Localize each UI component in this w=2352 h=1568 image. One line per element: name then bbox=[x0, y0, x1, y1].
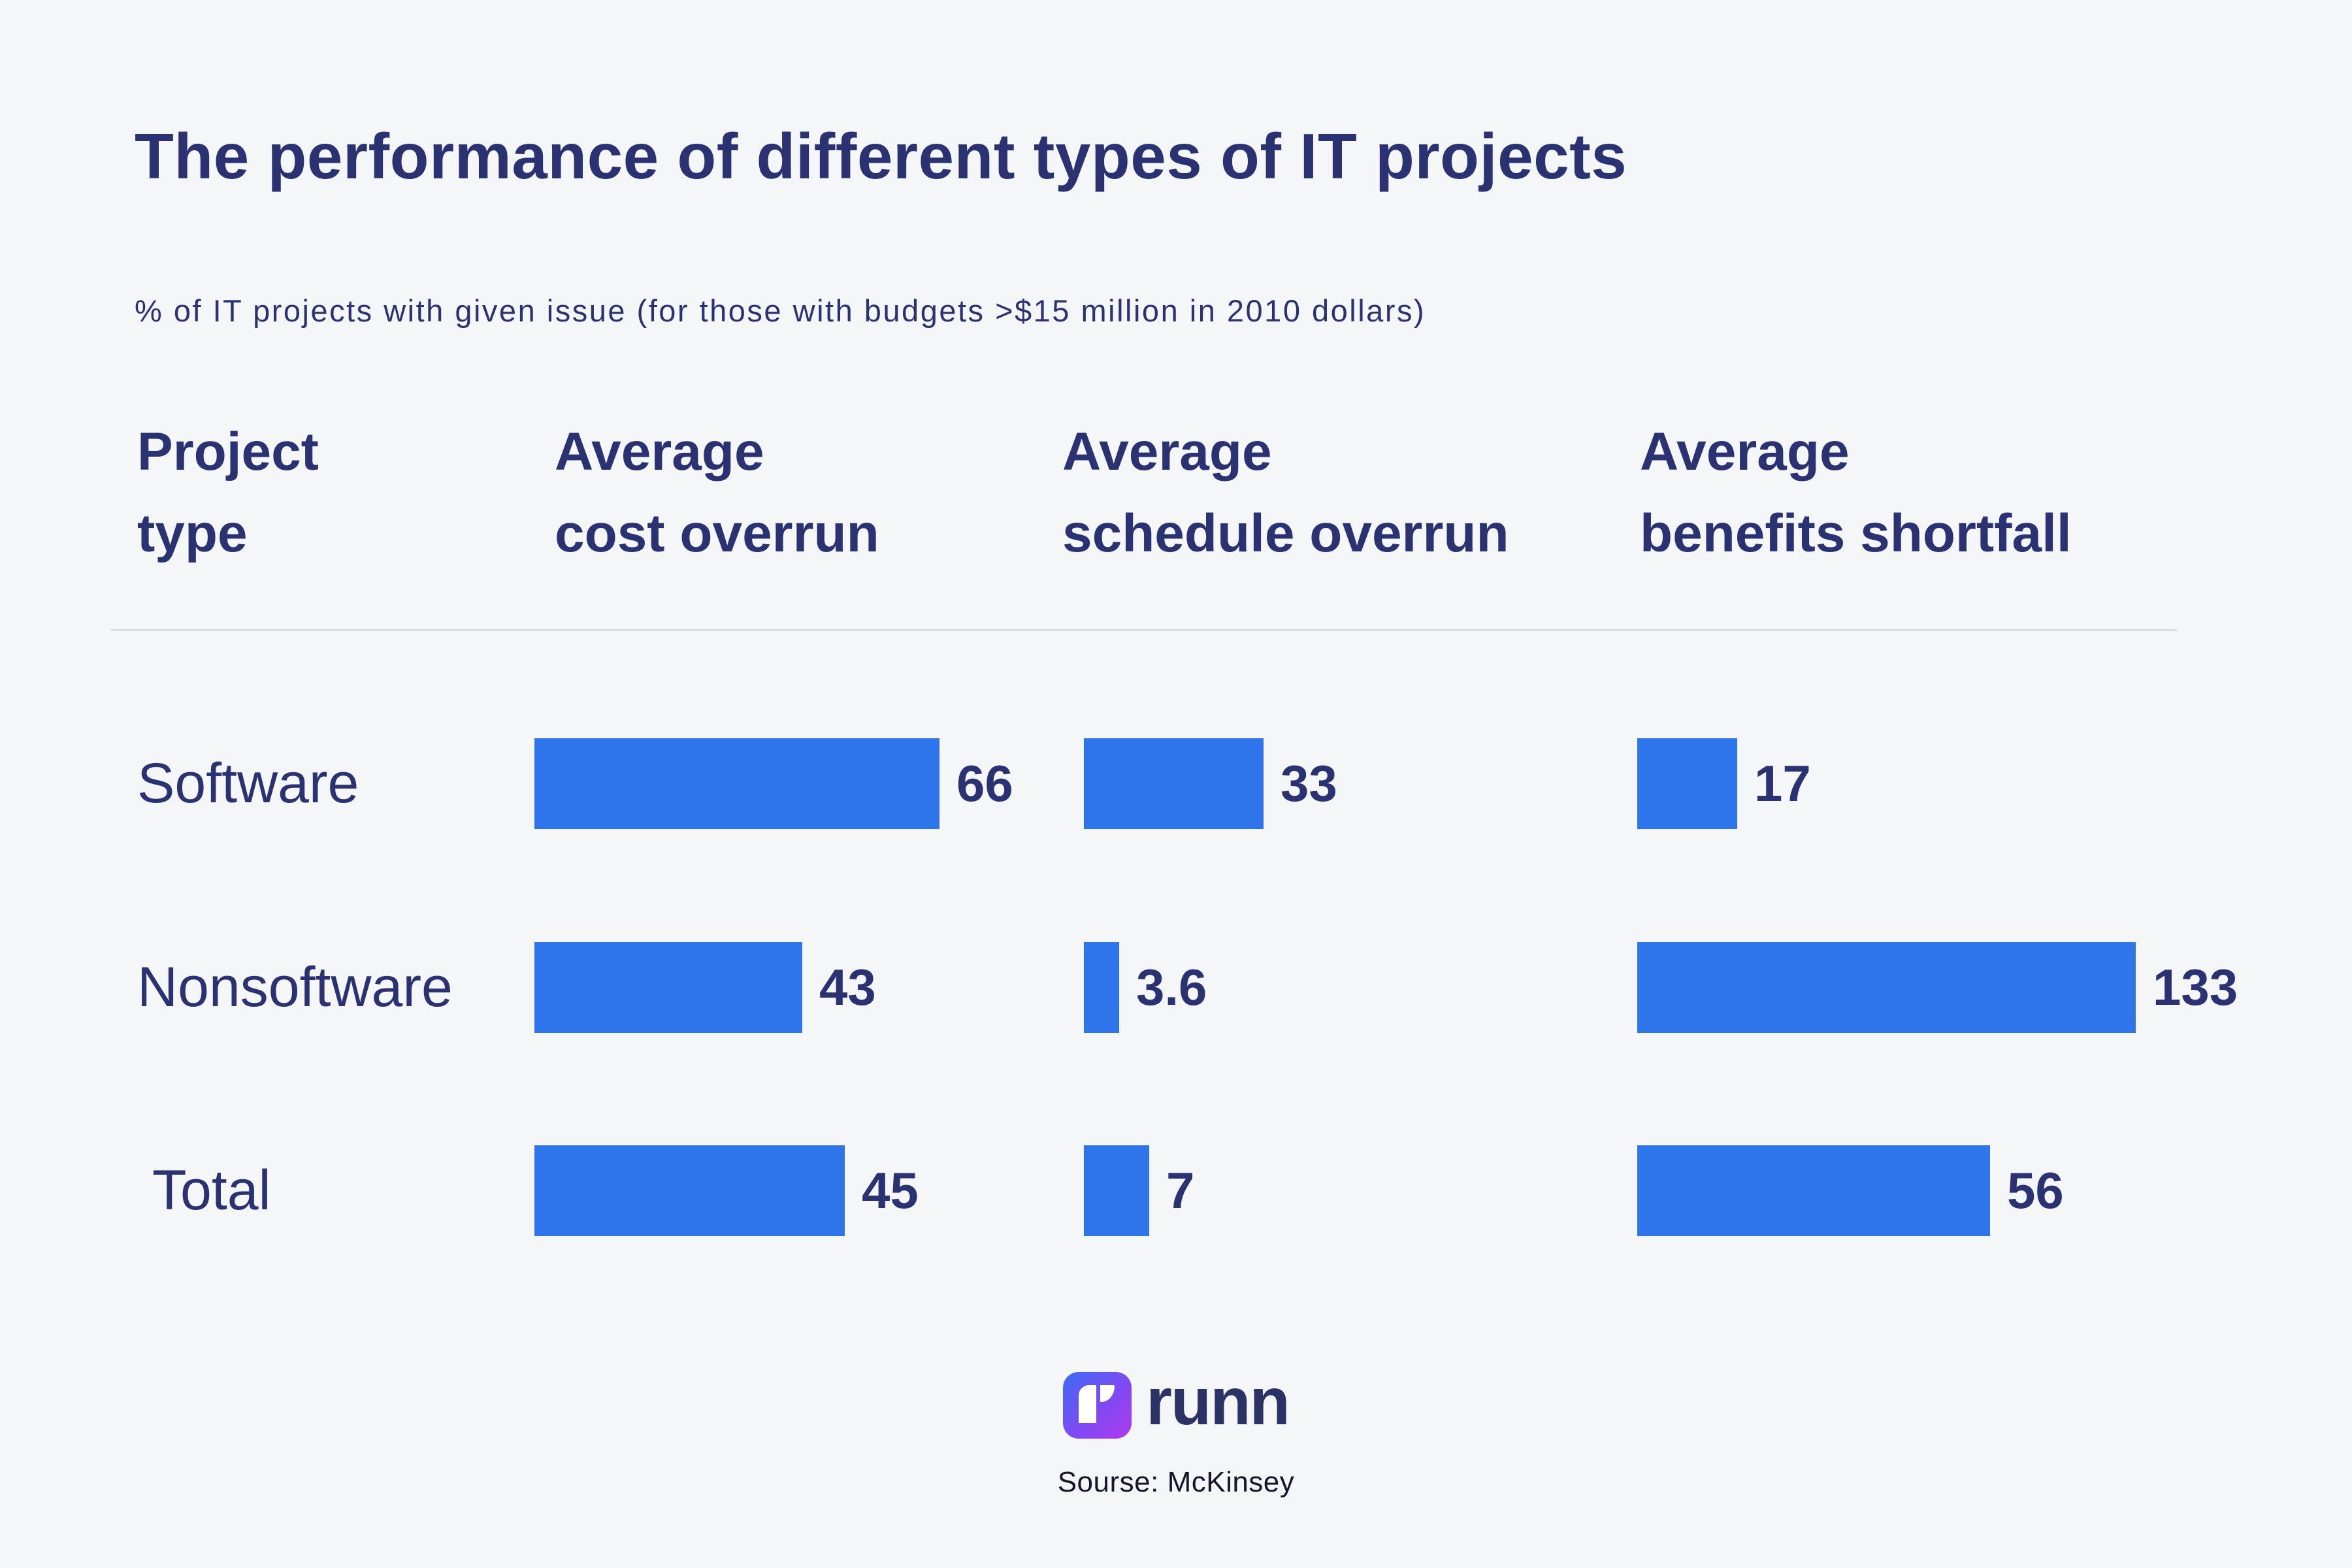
column-header-average-benefits-shortfall: Average benefits shortfall bbox=[1640, 411, 2072, 574]
value-label-software-average-schedule-overrun: 33 bbox=[1281, 755, 1337, 812]
bar-nonsoftware-average-cost-overrun bbox=[534, 942, 802, 1033]
value-label-software-average-cost-overrun: 66 bbox=[956, 755, 1013, 812]
column-header-line: Average bbox=[1640, 422, 1850, 482]
column-header-average-cost-overrun: Average cost overrun bbox=[555, 411, 879, 574]
row-label-total: Total bbox=[152, 1159, 271, 1222]
column-header-line: schedule overrun bbox=[1062, 504, 1509, 563]
column-header-line: cost overrun bbox=[555, 504, 879, 563]
value-label-software-average-benefits-shortfall: 17 bbox=[1754, 755, 1811, 812]
column-header-project-type: Project type bbox=[137, 411, 319, 574]
bar-total-average-schedule-overrun bbox=[1084, 1145, 1149, 1236]
bar-total-average-benefits-shortfall bbox=[1637, 1145, 1990, 1236]
runn-logo-r-flag bbox=[1100, 1385, 1115, 1402]
column-header-line: type bbox=[137, 504, 248, 563]
value-label-total-average-schedule-overrun: 7 bbox=[1166, 1162, 1195, 1219]
value-label-nonsoftware-average-benefits-shortfall: 133 bbox=[2153, 958, 2238, 1016]
bar-total-average-cost-overrun bbox=[534, 1145, 845, 1236]
bar-software-average-cost-overrun bbox=[534, 738, 939, 829]
header-divider bbox=[111, 629, 2177, 631]
runn-logo: runn bbox=[0, 1364, 2352, 1441]
value-label-total-average-benefits-shortfall: 56 bbox=[2007, 1162, 2064, 1219]
value-label-nonsoftware-average-cost-overrun: 43 bbox=[819, 958, 876, 1016]
column-header-line: Average bbox=[1062, 422, 1272, 482]
chart-subtitle: % of IT projects with given issue (for t… bbox=[135, 293, 1426, 328]
column-header-average-schedule-overrun: Average schedule overrun bbox=[1062, 411, 1509, 574]
bar-nonsoftware-average-schedule-overrun bbox=[1084, 942, 1119, 1033]
row-label-nonsoftware: Nonsoftware bbox=[137, 956, 453, 1019]
chart-title: The performance of different types of IT… bbox=[135, 120, 1627, 192]
column-header-line: benefits shortfall bbox=[1640, 504, 2072, 563]
bar-software-average-benefits-shortfall bbox=[1637, 738, 1737, 829]
column-header-line: Project bbox=[137, 422, 319, 482]
column-header-line: Average bbox=[555, 422, 764, 482]
bar-nonsoftware-average-benefits-shortfall bbox=[1637, 942, 2136, 1033]
runn-logo-r-stem bbox=[1079, 1385, 1097, 1423]
runn-logo-icon bbox=[1063, 1372, 1132, 1439]
value-label-nonsoftware-average-schedule-overrun: 3.6 bbox=[1136, 958, 1207, 1016]
source-note: Sourse: McKinsey bbox=[1057, 1466, 1295, 1498]
runn-logo-text: runn bbox=[1146, 1364, 1290, 1439]
row-label-software: Software bbox=[137, 752, 359, 815]
value-label-total-average-cost-overrun: 45 bbox=[862, 1162, 919, 1219]
bar-software-average-schedule-overrun bbox=[1084, 738, 1264, 829]
